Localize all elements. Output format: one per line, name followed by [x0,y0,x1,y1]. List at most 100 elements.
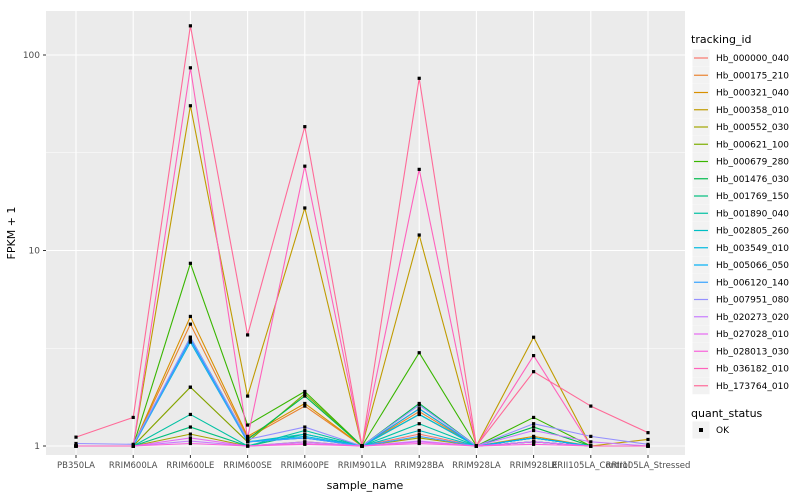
data-point [246,333,250,337]
data-point [188,339,192,343]
x-axis-title: sample_name [327,479,404,492]
data-point [188,425,192,429]
legend-item-label: Hb_000621_100 [716,140,789,150]
data-point [417,76,421,80]
data-point [417,422,421,426]
data-point [303,440,307,444]
data-point [589,444,593,448]
data-point [303,206,307,210]
legend-item-label: Hb_002805_260 [716,227,789,237]
data-point [303,164,307,168]
x-tick-label: RRIM901LA [338,461,387,471]
legend-item-label: Hb_173764_010 [716,382,789,392]
data-point [532,425,536,429]
legend-item-label: Hb_001476_030 [716,175,789,185]
x-tick-label: RRIM928LA [452,461,501,471]
data-point [188,66,192,70]
legend-title-quant-status: quant_status [691,407,763,420]
data-point [589,434,593,438]
data-point [303,436,307,440]
panel-layer [46,11,685,455]
legend-item-label: Hb_007951_080 [716,296,789,306]
x-tick-label: PB350LA [57,461,95,471]
legend-item-label: Hb_020273_020 [716,313,789,323]
data-point [246,444,250,448]
data-point [303,428,307,433]
legend-ok-marker [699,428,703,432]
y-tick-label: 100 [23,51,40,61]
data-point [188,24,192,28]
data-point [417,432,421,436]
x-tick-label: RRIM928LE [510,461,558,471]
data-point [417,351,421,355]
data-point [417,233,421,237]
data-point [589,404,593,408]
data-point [417,167,421,171]
data-point [417,441,421,446]
data-point [303,392,307,396]
x-tick-label: RRII105LA_Control [551,461,630,471]
data-point [646,442,650,446]
data-point [131,415,135,420]
legend-ok-label: OK [716,426,730,436]
data-point [131,442,135,446]
y-axis-title: FPKM + 1 [5,207,18,260]
data-point [646,431,650,435]
data-point [532,354,536,358]
points-layer [74,24,650,448]
legend-item-label: Hb_000175_210 [716,71,789,81]
data-point [188,441,192,446]
legend-item-label: Hb_000000_040 [716,54,789,64]
data-point [188,335,192,339]
data-point [303,394,307,398]
legend-item-label: Hb_005066_050 [716,261,789,271]
legend-item-label: Hb_027028_010 [716,330,789,340]
legend-title-tracking-id: tracking_id [691,33,752,46]
legend-item-label: Hb_006120_140 [716,278,789,288]
data-point [532,415,536,420]
x-tick-label: RRIM600LA [109,461,158,471]
legend-item-label: Hb_001890_040 [716,209,789,219]
data-point [246,394,250,398]
data-point [246,423,250,427]
legend-item-label: Hb_003549_010 [716,244,789,254]
data-point [646,437,650,442]
data-point [532,422,536,426]
data-point [589,440,593,444]
data-point [417,428,421,433]
data-point [303,389,307,394]
data-point [188,314,192,319]
data-point [188,322,192,326]
data-point [188,436,192,440]
data-point [360,444,364,448]
data-point [417,434,421,438]
data-point [303,442,307,446]
data-point [188,385,192,389]
data-point [303,425,307,429]
x-tick-label: RRIM600LE [166,461,214,471]
y-tick-label: 1 [34,442,40,452]
panel-background [46,11,685,455]
data-point [417,403,421,407]
legend-item-label: Hb_028013_030 [716,347,789,357]
data-point [188,439,192,443]
data-point [417,409,421,414]
data-point [417,412,421,417]
data-point [131,444,135,448]
data-point [532,436,536,440]
legend-item-label: Hb_036182_010 [716,365,789,375]
legend-item-label: Hb_001769_150 [716,192,789,202]
x-tick-label: RRII105LA_Stressed [606,461,691,471]
x-tick-label: RRIM600PE [281,461,329,471]
data-point [532,335,536,339]
data-point [417,440,421,444]
legend-item-label: Hb_000679_280 [716,158,789,168]
data-point [188,104,192,108]
data-point [303,401,307,406]
y-tick-label: 10 [29,247,41,257]
data-point [532,440,536,444]
data-point [532,370,536,374]
data-point [188,432,192,436]
data-point [74,441,78,446]
